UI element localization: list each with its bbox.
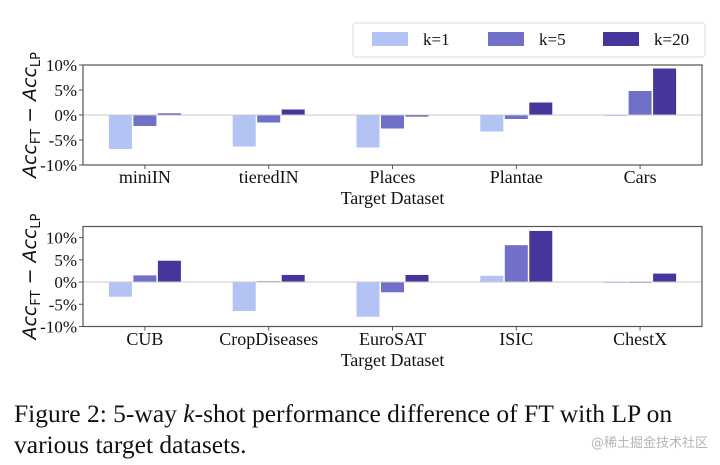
bar-tieredIN-k1 [232, 115, 256, 147]
y-tick-label: 0% [54, 106, 77, 125]
y-tick-label: 5% [54, 251, 77, 270]
x-tick-label: Cars [624, 167, 657, 187]
legend-swatch-k20 [603, 32, 639, 46]
x-tick-label: Places [370, 167, 416, 187]
x-tick-label: Plantae [490, 167, 543, 187]
legend-label: k=1 [423, 30, 450, 49]
y-axis-title-part: LP [29, 52, 44, 67]
legend: k=1 k=5 k=20 [352, 22, 706, 58]
bar-ChestX-k20 [653, 273, 677, 283]
y-axis-title-part: Acc [19, 144, 41, 180]
bar-CropDiseases-k1 [232, 282, 256, 311]
bar-ISIC-k1 [480, 275, 504, 283]
legend-label: k=5 [539, 30, 566, 49]
y-axis-title: AccFT − AccLP [19, 213, 44, 341]
figure-caption: Figure 2: 5-way k-shot performance diffe… [14, 398, 714, 460]
bar-Places-k20 [405, 115, 429, 117]
y-tick-label: 10% [46, 56, 77, 75]
chart-bottom: -10% -5% 0% 5% 10% CUB CropDiseases EuroSAT ISIC… [19, 213, 703, 370]
x-axis-title: Target Dataset [341, 350, 445, 370]
y-tick-label: 0% [54, 273, 77, 292]
bar-Plantae-k5 [504, 115, 528, 119]
bar-ISIC-k20 [529, 230, 553, 283]
y-axis-title-part: − [19, 101, 41, 129]
x-axis-title: Target Dataset [341, 188, 445, 208]
legend-label: k=20 [654, 30, 689, 49]
y-axis-title-part: LP [29, 213, 44, 228]
bar-Plantae-k1 [480, 115, 504, 132]
x-tick-label: ISIC [499, 329, 533, 349]
bar-CropDiseases-k20 [281, 274, 305, 283]
x-tick-label: EuroSAT [359, 329, 426, 349]
y-tick-label: -10% [40, 318, 77, 337]
bar-miniIN-k1 [108, 115, 132, 149]
bar-miniIN-k5 [133, 115, 157, 126]
legend-frame [352, 22, 706, 58]
bar-EuroSAT-k5 [381, 282, 404, 293]
bar-Cars-k5 [628, 91, 652, 115]
y-axis-title-part: Acc [19, 305, 41, 341]
chart-top: -10% -5% 0% 5% 10% miniIN tieredIN Places Planta… [19, 52, 703, 208]
bar-Places-k5 [381, 115, 404, 129]
y-tick-label: 10% [46, 229, 77, 248]
x-tick-label: ChestX [613, 329, 667, 349]
bar-Cars-k20 [653, 68, 677, 115]
y-axis-title: AccFT − AccLP [19, 52, 44, 180]
bar-CUB-k20 [157, 260, 181, 283]
bar-EuroSAT-k20 [405, 274, 429, 283]
y-tick-label: -5% [49, 131, 77, 150]
bar-ISIC-k5 [504, 245, 528, 283]
y-axis-title-part: FT [29, 290, 44, 305]
legend-swatch-k1 [372, 32, 408, 46]
x-tick-label: tieredIN [239, 167, 299, 187]
caption-rest: -shot performance difference of FT with … [14, 399, 673, 459]
y-axis-title-part: Acc [19, 67, 41, 103]
bar-Plantae-k20 [529, 102, 553, 115]
y-tick-label: 5% [54, 81, 77, 100]
bar-CUB-k5 [133, 275, 157, 283]
x-tick-label: CropDiseases [219, 329, 318, 349]
bar-tieredIN-k5 [257, 115, 281, 123]
bar-tieredIN-k20 [281, 109, 305, 115]
legend-swatch-k5 [488, 32, 524, 46]
y-tick-label: -5% [49, 295, 77, 314]
x-tick-label: miniIN [119, 167, 171, 187]
caption-k-variable: k [183, 399, 195, 428]
y-axis-title-part: FT [29, 129, 44, 144]
figure: k=1 k=5 k=20 -10% -5% 0% 5% 10% miniIN tieredIN P… [19, 22, 706, 370]
watermark: @稀土掘金技术社区 [590, 436, 708, 451]
x-tick-label: CUB [126, 329, 163, 349]
bar-miniIN-k20 [157, 113, 181, 115]
y-axis-title-part: Acc [19, 228, 41, 264]
caption-prefix: Figure 2: 5-way [14, 399, 184, 428]
bar-EuroSAT-k1 [356, 282, 380, 317]
bar-CUB-k1 [108, 282, 132, 297]
y-axis-title-part: − [19, 262, 41, 290]
bar-Places-k1 [356, 115, 380, 148]
y-tick-label: -10% [40, 156, 77, 175]
